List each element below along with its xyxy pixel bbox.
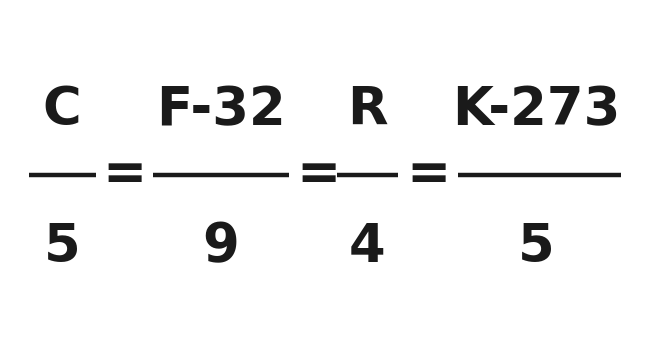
Text: =: = [103, 149, 147, 201]
Text: K-273: K-273 [452, 84, 621, 136]
Text: F-32: F-32 [156, 84, 286, 136]
Text: 4: 4 [349, 221, 385, 273]
Text: R: R [347, 84, 387, 136]
Text: 5: 5 [518, 221, 554, 273]
Text: C: C [42, 84, 81, 136]
Text: 5: 5 [44, 221, 80, 273]
Text: =: = [296, 149, 341, 201]
Text: 9: 9 [203, 221, 239, 273]
Text: =: = [407, 149, 451, 201]
